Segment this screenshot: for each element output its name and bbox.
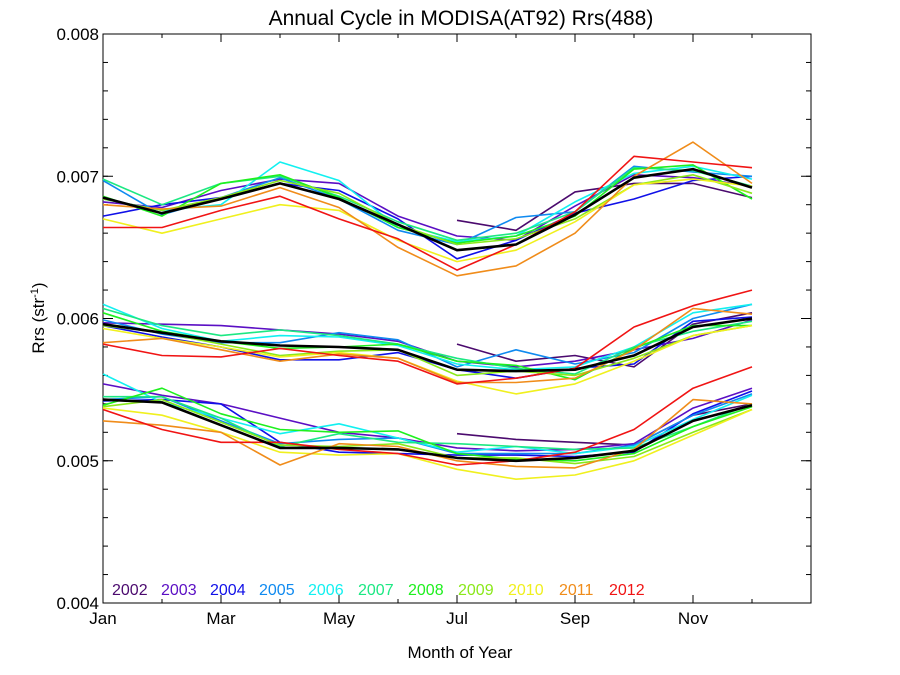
y-tick-label: 0.006 (56, 310, 99, 329)
legend-entry-2011: 2011 (559, 582, 594, 599)
y-tick-label: 0.007 (56, 167, 99, 186)
y-tick-label: 0.008 (56, 25, 99, 44)
legend-entry-2007: 2007 (358, 582, 394, 599)
series-line-2012-mid (102, 289, 753, 385)
legend-entry-2012: 2012 (609, 582, 645, 599)
series-lines (102, 141, 753, 481)
x-tick-label: May (323, 609, 356, 628)
legend: 2002 2003 2004 2005 2006 2007 2008 2009 2010 2011… (112, 582, 645, 599)
x-tick-label: Nov (678, 609, 709, 628)
x-tick-label: Jul (446, 609, 468, 628)
x-axis: Jan Mar May Jul Sep Nov (89, 34, 812, 628)
legend-entry-2009: 2009 (458, 582, 494, 599)
series-line-2009-mid (102, 324, 753, 377)
series-line-2012-bot (102, 366, 753, 466)
series-line-mean-bot (102, 398, 753, 463)
series-line-2011-top (102, 141, 753, 277)
legend-entry-2008: 2008 (408, 582, 444, 599)
series-line-2008-bot (102, 387, 753, 462)
x-tick-label: Jan (89, 609, 116, 628)
series-line-2005-top (102, 165, 753, 246)
x-axis-label: Month of Year (408, 643, 513, 662)
legend-entry-2003: 2003 (161, 582, 197, 599)
series-line-2011-mid (102, 307, 753, 384)
y-axis: 0.004 0.005 0.006 0.007 0.008 (56, 25, 811, 613)
legend-entry-2006: 2006 (308, 582, 344, 599)
y-axis-label: Rrs (str-1) (29, 282, 48, 353)
y-tick-label: 0.004 (56, 594, 99, 613)
plot-frame (102, 33, 812, 604)
series-line-2012-top (103, 155, 753, 271)
x-tick-label: Sep (560, 609, 590, 628)
series-line-2004-top (102, 175, 753, 260)
legend-entry-2005: 2005 (259, 582, 295, 599)
series-line-mean-mid (102, 317, 753, 373)
y-tick-label: 0.005 (56, 452, 99, 471)
series-line-2009-bot (102, 398, 753, 465)
series-line-mean-top (102, 167, 753, 252)
series-line-2010-bot (102, 407, 753, 481)
legend-entry-2002: 2002 (112, 582, 148, 599)
chart-title: Annual Cycle in MODISA(AT92) Rrs(488) (269, 7, 654, 30)
series-line-2009-top (102, 174, 753, 246)
x-tick-label: Mar (206, 609, 236, 628)
series-line-2002-bot (456, 403, 753, 446)
legend-entry-2004: 2004 (210, 582, 246, 599)
legend-entry-2010: 2010 (508, 582, 544, 599)
series-line-2010-top (102, 178, 753, 263)
